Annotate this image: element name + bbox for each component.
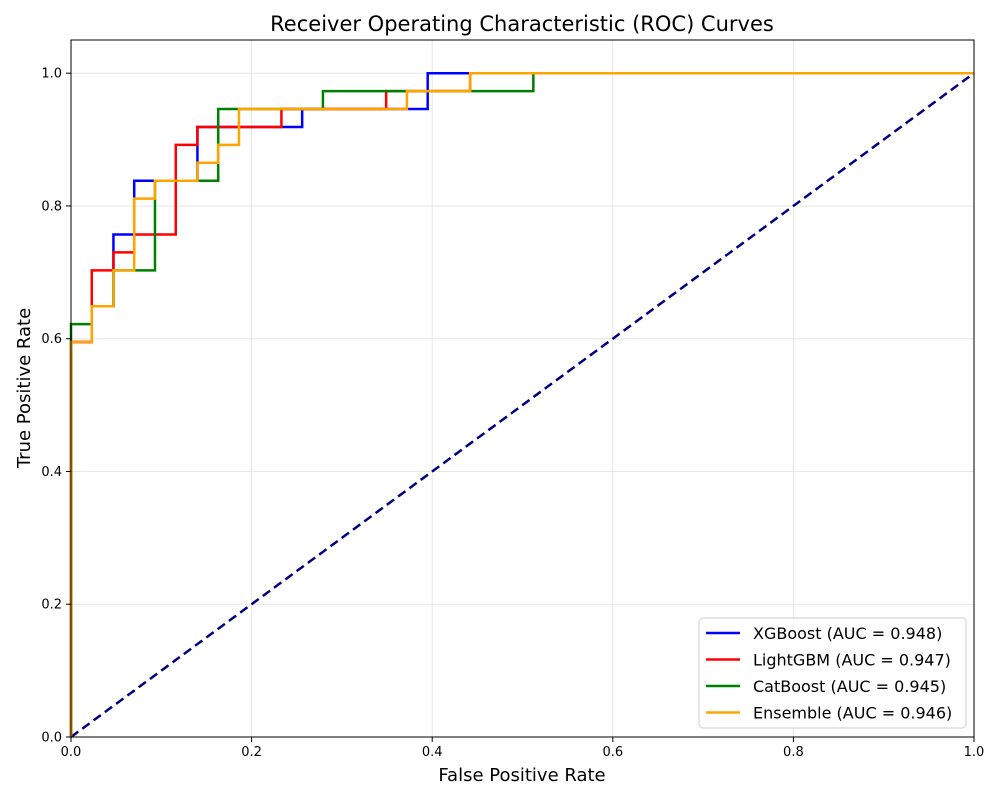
x-tick-label-1: 0.2 — [241, 745, 262, 760]
y-tick-label-5: 1.0 — [41, 67, 62, 82]
y-axis-label: True Positive Rate — [14, 308, 35, 469]
y-axis-ticks: 0.0 0.2 0.4 0.6 0.8 1.0 — [41, 67, 71, 746]
legend-label-0: XGBoost (AUC = 0.948) — [753, 624, 942, 643]
x-tick-label-2: 0.4 — [422, 745, 443, 760]
plot-frame — [70, 39, 975, 738]
x-axis-ticks: 0.0 0.2 0.4 0.6 0.8 1.0 — [61, 737, 985, 760]
chart-title: Receiver Operating Characteristic (ROC) … — [270, 12, 774, 36]
x-tick-label-3: 0.6 — [602, 745, 623, 760]
legend-label-1: LightGBM (AUC = 0.947) — [753, 651, 951, 670]
y-tick-label-4: 0.8 — [41, 199, 62, 214]
grid — [70, 40, 975, 738]
legend-label-2: CatBoost (AUC = 0.945) — [753, 677, 946, 696]
series-group — [69, 71, 974, 737]
y-tick-label-2: 0.4 — [41, 465, 62, 480]
legend-label-3: Ensemble (AUC = 0.946) — [753, 704, 952, 723]
y-tick-label-1: 0.2 — [41, 598, 62, 613]
y-tick-label-3: 0.6 — [41, 332, 62, 347]
x-tick-label-4: 0.8 — [783, 745, 804, 760]
x-axis-label: False Positive Rate — [438, 765, 605, 786]
series-line-3 — [69, 71, 974, 737]
y-tick-label-0: 0.0 — [41, 731, 62, 746]
reference-diagonal-line — [70, 72, 975, 739]
x-tick-label-0: 0.0 — [61, 745, 82, 760]
reference-line-group — [70, 72, 975, 739]
x-tick-label-5: 1.0 — [964, 745, 985, 760]
legend-box — [698, 617, 967, 729]
legend: XGBoost (AUC = 0.948) LightGBM (AUC = 0.9… — [698, 617, 967, 729]
